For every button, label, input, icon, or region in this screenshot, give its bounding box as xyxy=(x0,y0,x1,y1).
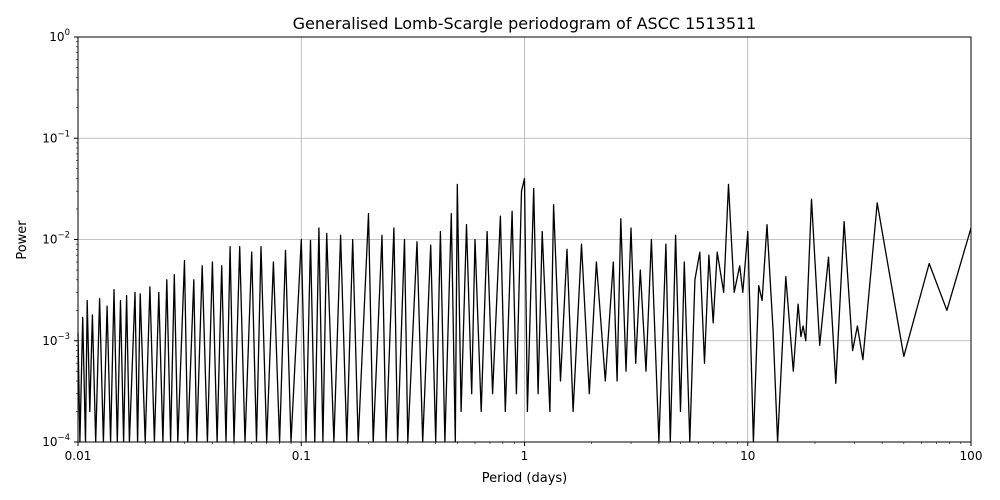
x-tick-label: 0.01 xyxy=(65,449,92,463)
series-line-group xyxy=(77,177,972,443)
grid xyxy=(77,36,972,443)
y-axis-label: Power xyxy=(15,220,30,260)
y-tick-label: 10−3 xyxy=(42,332,70,348)
axis-ticks: 0.01 0.1 1 10 100 10−4 10−3 10−2 10−1 100 xyxy=(42,28,982,463)
y-tick-label: 10−4 xyxy=(42,433,70,449)
y-tick-label: 10−2 xyxy=(42,231,70,247)
x-axis-label: Period (days) xyxy=(482,471,568,486)
x-tick-label: 100 xyxy=(960,449,983,463)
x-tick-label: 10 xyxy=(740,449,755,463)
x-tick-label: 0.1 xyxy=(292,449,311,463)
series-line xyxy=(77,177,972,443)
y-tick-label: 100 xyxy=(49,28,70,44)
y-tick-label: 10−1 xyxy=(42,129,70,145)
chart-title: Generalised Lomb-Scargle periodogram of … xyxy=(293,14,757,33)
x-tick-label: 1 xyxy=(521,449,529,463)
